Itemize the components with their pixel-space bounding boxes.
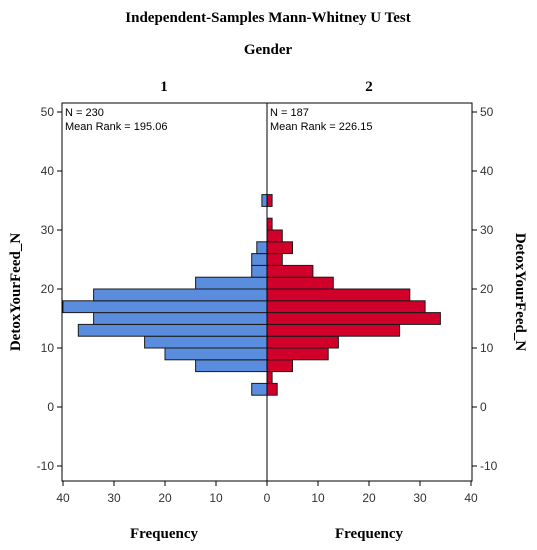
histogram-bar [266, 382, 278, 396]
mean-rank-label-right: Mean Rank = 226.15 [270, 121, 372, 133]
histogram-bar [251, 382, 268, 396]
n-label-right: N = 187 [270, 107, 309, 119]
x-axis-title-left: Frequency [130, 526, 199, 542]
histogram-bar [266, 288, 411, 302]
x-tick-label: 40 [56, 491, 70, 505]
chart-title: Independent-Samples Mann-Whitney U Test [125, 10, 410, 26]
histogram-bar [266, 241, 293, 255]
x-axis-title-right: Frequency [335, 526, 404, 542]
histogram-bar [266, 229, 283, 243]
histogram-bar [266, 276, 334, 290]
histogram-bar [77, 323, 268, 337]
histogram-bar [93, 312, 268, 325]
group-label-left: 1 [160, 79, 168, 95]
y-tick-label: 50 [480, 105, 494, 119]
y-tick-label: 20 [41, 282, 55, 296]
histogram-bar [256, 241, 268, 255]
x-tick-label: 20 [362, 491, 376, 505]
histogram-group-1 [62, 194, 268, 396]
y-tick-label: 40 [480, 164, 494, 178]
histogram-bar [266, 347, 329, 361]
histogram-bar [266, 312, 441, 325]
chart-subtitle: Gender [244, 42, 293, 58]
histogram-bar [164, 347, 268, 361]
y-tick-label: 30 [41, 223, 55, 237]
x-axis: 40 30 20 10 0 10 20 30 40 [56, 481, 478, 505]
histogram-bar [251, 264, 268, 278]
x-tick-label: 30 [413, 491, 427, 505]
y-tick-label: -10 [480, 459, 498, 473]
x-tick-label: 20 [158, 491, 172, 505]
y-axis-title-right: DetoxYourFeed_N [512, 233, 528, 351]
histogram-bar [266, 323, 401, 337]
histogram-bar [266, 300, 426, 314]
histogram-bar [266, 217, 273, 231]
x-tick-label: 10 [209, 491, 223, 505]
histogram-bar [62, 300, 268, 314]
y-tick-label: 30 [480, 223, 494, 237]
histogram-bar [266, 253, 283, 266]
histogram-bar [266, 371, 273, 384]
histogram-group-2 [266, 194, 441, 396]
mean-rank-label-left: Mean Rank = 195.06 [65, 121, 167, 133]
n-label-left: N = 230 [65, 107, 104, 119]
histogram-bar [266, 194, 273, 207]
y-tick-label: 0 [480, 400, 487, 414]
histogram-bar [195, 359, 268, 373]
y-tick-label: 20 [480, 282, 494, 296]
y-tick-label: 10 [41, 341, 55, 355]
histogram-bar [266, 359, 293, 373]
histogram-bar [251, 253, 268, 266]
y-tick-label: 50 [41, 105, 55, 119]
histogram-bar [266, 264, 314, 278]
histogram-bar [93, 288, 268, 302]
histogram-bar [195, 276, 268, 290]
x-tick-label: 40 [464, 491, 478, 505]
x-tick-label: 10 [311, 491, 325, 505]
x-tick-label: 0 [264, 491, 271, 505]
y-tick-label: 40 [41, 164, 55, 178]
y-tick-label: 10 [480, 341, 494, 355]
y-tick-label: 0 [47, 400, 54, 414]
y-axis-right: -10 0 10 20 30 40 50 [472, 105, 498, 473]
histogram-bar [266, 335, 339, 349]
group-label-right: 2 [365, 79, 373, 95]
y-axis-title-left: DetoxYourFeed_N [8, 233, 24, 351]
x-tick-label: 30 [107, 491, 121, 505]
histogram-bar [261, 194, 268, 207]
histogram-bar [144, 335, 268, 349]
y-axis-left: -10 0 10 20 30 40 50 [37, 105, 62, 473]
y-tick-label: -10 [37, 459, 55, 473]
